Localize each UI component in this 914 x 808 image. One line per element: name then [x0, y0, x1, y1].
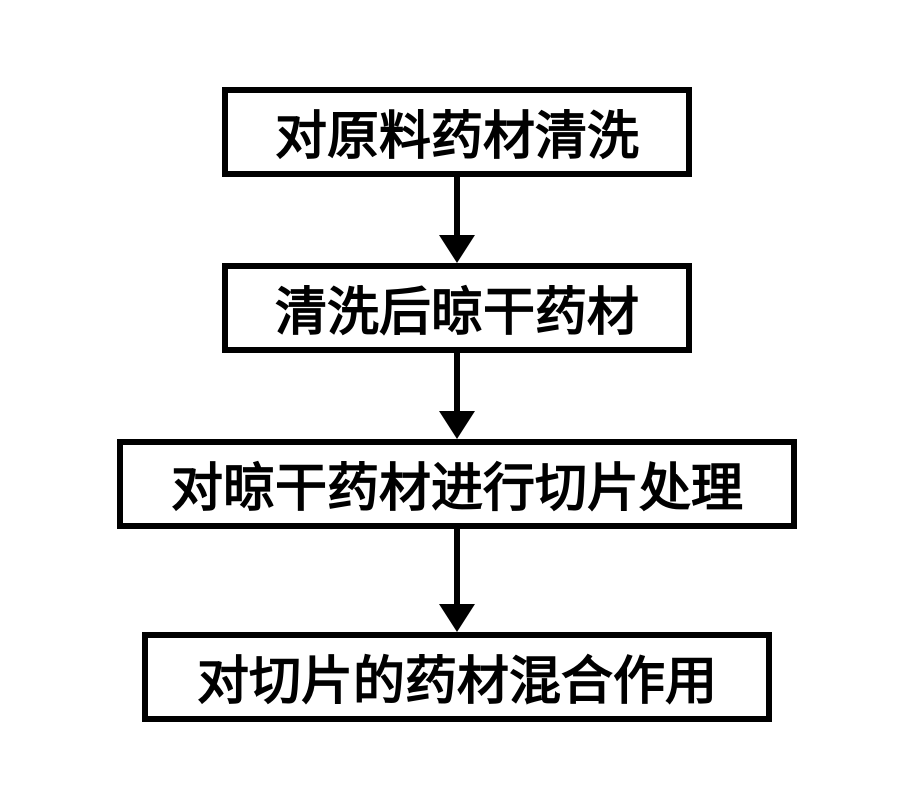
flowchart-step-4: 对切片的药材混合作用: [142, 632, 772, 722]
step-label: 对原料药材清洗: [275, 94, 639, 169]
arrow-line: [454, 353, 460, 411]
arrow-line: [454, 177, 460, 235]
arrow-head-icon: [439, 411, 475, 439]
arrow-head-icon: [439, 604, 475, 632]
arrow-1: [439, 177, 475, 263]
flowchart-container: 对原料药材清洗 清洗后晾干药材 对晾干药材进行切片处理 对切片的药材混合作用: [117, 87, 797, 722]
step-label: 清洗后晾干药材: [275, 270, 639, 345]
step-label: 对切片的药材混合作用: [197, 639, 717, 714]
flowchart-step-2: 清洗后晾干药材: [222, 263, 692, 353]
arrow-line: [454, 529, 460, 604]
arrow-3: [439, 529, 475, 632]
arrow-head-icon: [439, 235, 475, 263]
step-label: 对晾干药材进行切片处理: [171, 446, 743, 521]
arrow-2: [439, 353, 475, 439]
flowchart-step-3: 对晾干药材进行切片处理: [117, 439, 797, 529]
flowchart-step-1: 对原料药材清洗: [222, 87, 692, 177]
